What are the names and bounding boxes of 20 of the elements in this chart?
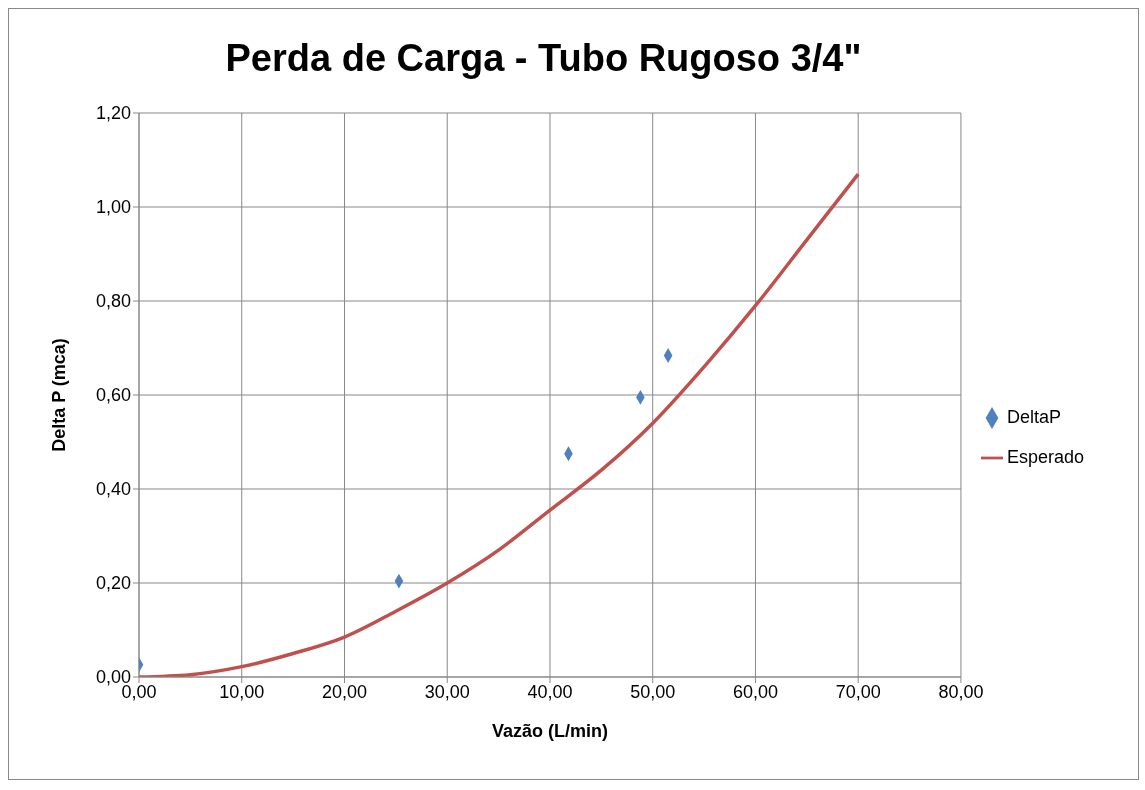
x-tick-label: 40,00 <box>527 681 573 702</box>
x-tick-label: 60,00 <box>732 681 778 702</box>
line-series <box>139 172 860 677</box>
y-tick-label: 1,20 <box>95 103 131 124</box>
y-tick-label: 0,60 <box>95 385 131 406</box>
chart-title: Perda de Carga - Tubo Rugoso 3/4" <box>224 36 863 81</box>
x-tick-label: 30,00 <box>424 681 470 702</box>
legend-label: DeltaP <box>1006 407 1061 427</box>
y-tick-label: 0,80 <box>95 291 131 312</box>
x-tick-label: 10,00 <box>219 681 265 702</box>
y-tick-label: 1,00 <box>95 197 131 218</box>
y-tick-label: 0,40 <box>95 479 131 500</box>
x-tick-label: 20,00 <box>321 681 368 702</box>
y-tick-label: 0,20 <box>95 573 131 594</box>
x-tick-label: 50,00 <box>630 681 676 702</box>
x-tick-label: 70,00 <box>835 681 881 702</box>
x-axis-title: Vazão (L/min) <box>491 721 608 741</box>
y-axis-title: Delta P (mca) <box>49 338 70 452</box>
x-tick-label: 80,00 <box>938 681 984 702</box>
legend-label: Esperado <box>1006 447 1084 467</box>
